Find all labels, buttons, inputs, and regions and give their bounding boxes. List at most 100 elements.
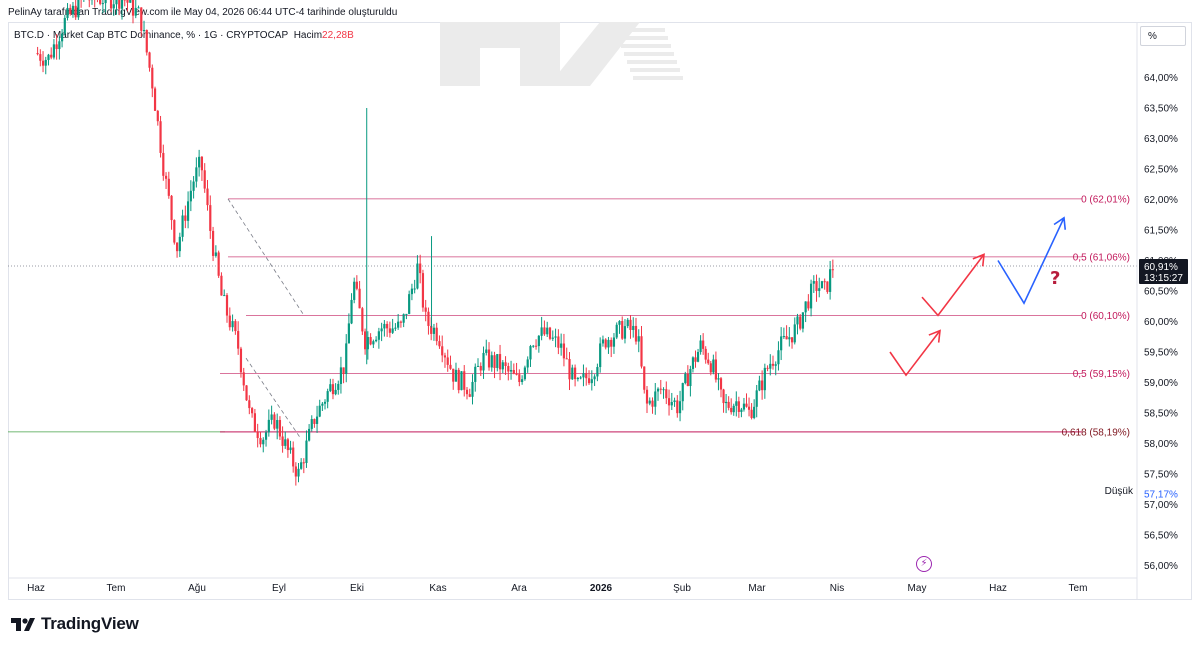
blue-arrow-head[interactable] [1053, 216, 1067, 230]
candle-body [618, 321, 621, 325]
y-tick-label: 57,00% [1144, 500, 1178, 511]
candle-body [315, 416, 319, 424]
fib-level-label: 0,5 (59,15%) [1073, 369, 1130, 380]
price-axis[interactable]: 56,00% 56,50% 57,00% 57,50% 58,00% 58,50% 59,0… [1136, 22, 1178, 600]
candle-body [184, 215, 187, 221]
candle-body [829, 269, 832, 292]
candle-body [704, 348, 707, 360]
candle-body [576, 378, 579, 380]
candle-body [732, 405, 735, 413]
chart-attribution: PelinAy tarafından TradingView.com ile M… [8, 7, 398, 18]
fib-level-label: 0,5 (61,06%) [1073, 252, 1130, 263]
candle-body [694, 357, 697, 362]
candle-body [747, 406, 751, 410]
candle-body [129, 0, 132, 3]
candle-body [350, 299, 353, 324]
candle-body [137, 7, 140, 9]
candle-body [220, 275, 223, 296]
candle-body [358, 288, 361, 309]
red-arrow-head[interactable] [928, 329, 941, 343]
candle-body [39, 54, 42, 61]
candle-body [662, 389, 665, 391]
candle-body [276, 420, 279, 429]
candle-body [656, 388, 660, 392]
candle-body [758, 380, 761, 391]
candle-body [604, 339, 607, 348]
fib-trend-line[interactable] [227, 198, 305, 316]
candle-body [596, 367, 599, 377]
candle-body [681, 383, 684, 402]
watermark-stripe [630, 68, 680, 72]
candle-body [804, 301, 807, 313]
candle-body [761, 380, 764, 391]
candle-body [334, 389, 337, 395]
candle-body [264, 432, 268, 440]
y-tick-label: 63,00% [1144, 134, 1178, 145]
candle-body [217, 252, 220, 276]
candle-body [36, 53, 39, 55]
candle-body [175, 242, 179, 252]
candle-body [331, 384, 335, 395]
lightning-event-icon[interactable]: ⚡ [916, 556, 932, 572]
candle-body [691, 357, 695, 369]
candle-body [178, 236, 181, 252]
candle-body [831, 269, 834, 271]
x-tick-label: Haz [989, 583, 1007, 594]
candle-body [234, 321, 237, 332]
candle-body [443, 355, 447, 358]
candle-body [722, 389, 725, 404]
candle-body [223, 295, 226, 297]
candle-body [676, 400, 679, 414]
low-value: 57,17% [1144, 490, 1178, 501]
candle-body [540, 327, 543, 336]
red-arrow-head[interactable] [972, 253, 985, 267]
candle-body [289, 447, 292, 451]
candle-body [419, 263, 422, 274]
red-projection-arrow[interactable] [889, 330, 941, 377]
candle-body [812, 281, 815, 284]
candle-body [355, 281, 358, 289]
candle-body [69, 7, 72, 14]
candle-body [410, 288, 414, 295]
candle-body [452, 368, 455, 382]
percent-scale-button[interactable]: % [1140, 26, 1186, 46]
candle-body [557, 336, 560, 348]
projection-drawings[interactable]: ? [889, 216, 1067, 377]
fib-retracement-tool[interactable]: 0 (62,01%) 0,5 (61,06%) 0 (60,10%) 0,5 (59,… [220, 194, 1130, 438]
candle-body [162, 152, 165, 176]
candle-body [391, 328, 394, 333]
candle-body [52, 44, 56, 58]
red-projection-arrow[interactable] [921, 253, 985, 317]
candle-body [435, 327, 438, 342]
candle-body [267, 419, 270, 433]
candle-body [493, 355, 496, 368]
candle-body [63, 17, 66, 34]
x-tick-label: 2026 [590, 583, 613, 594]
time-axis[interactable]: Haz Tem Ağu Eyl Eki Kas Ara 2026 Şub Mar Nis May Haz… [8, 577, 1137, 594]
candle-body [259, 438, 262, 445]
candle-body [717, 378, 720, 380]
y-tick-label: 64,00% [1144, 73, 1178, 84]
candle-body [667, 398, 671, 406]
candle-body [421, 273, 425, 308]
candle-body [364, 331, 367, 350]
blue-projection-arrow[interactable] [997, 217, 1065, 305]
candle-body [375, 339, 378, 342]
x-tick-label: May [908, 583, 927, 594]
candle-body [231, 321, 234, 328]
candle-body [460, 371, 463, 391]
candle-body [60, 33, 64, 42]
symbol-legend[interactable]: BTC.D · Market Cap BTC Dominance, % · 1G… [14, 30, 354, 41]
candle-body [131, 0, 135, 16]
tradingview-logo[interactable]: TradingView [10, 614, 139, 634]
candle-body [719, 378, 723, 390]
candle-body [612, 337, 616, 347]
fib-trend-line[interactable] [245, 357, 301, 438]
candle-body [200, 156, 204, 171]
candle-body [702, 340, 705, 349]
chart-grid [8, 265, 1137, 433]
watermark-stripe [621, 44, 671, 48]
candle-body [321, 403, 324, 406]
candle-body [112, 4, 115, 9]
